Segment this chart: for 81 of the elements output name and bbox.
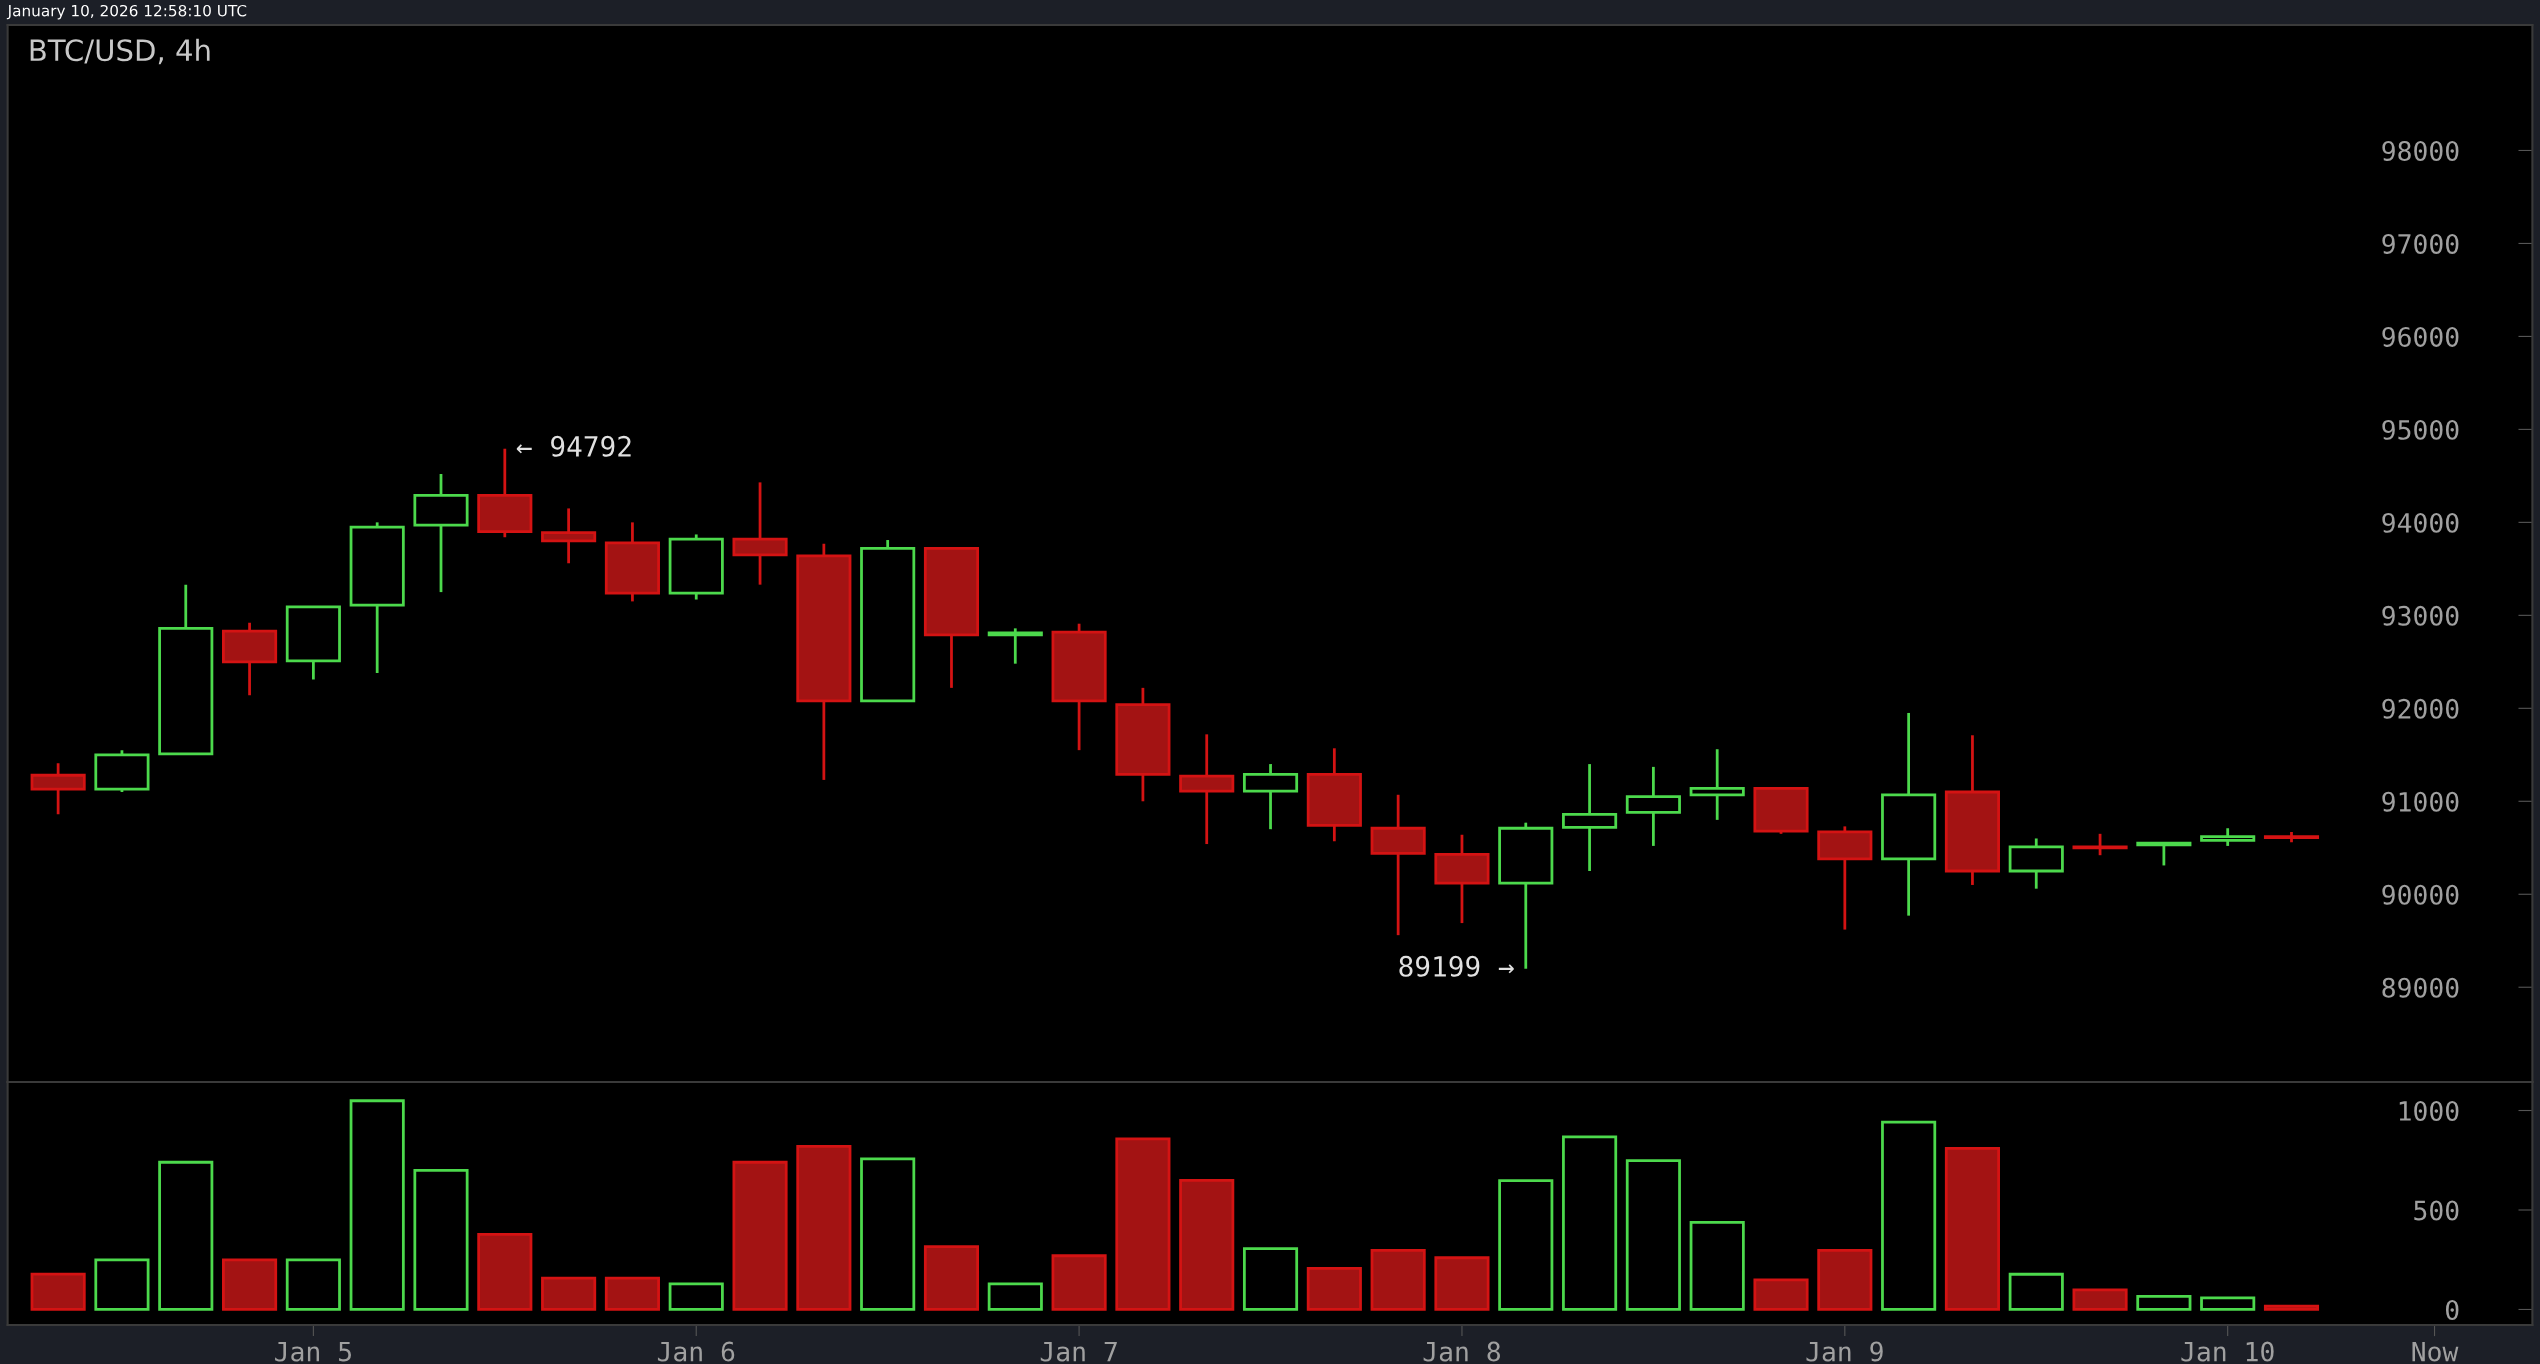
- candlestick: [413, 472, 469, 594]
- bar: [158, 1160, 214, 1311]
- y-tick-label: 95000: [2382, 419, 2459, 440]
- bar: [2136, 1294, 2192, 1311]
- candlestick: [1306, 746, 1362, 843]
- y-tick-label: 93000: [2382, 605, 2459, 626]
- y-tick-label: 89000: [2382, 977, 2459, 998]
- x-tick-label: Now: [2412, 1341, 2459, 1362]
- candlestick: [668, 533, 724, 601]
- bar: [1689, 1220, 1745, 1311]
- bar: [541, 1276, 597, 1311]
- candlestick: [1179, 732, 1235, 846]
- candlestick: [1562, 762, 1618, 873]
- bar: [987, 1282, 1043, 1311]
- bar: [796, 1144, 852, 1311]
- bar: [2200, 1296, 2256, 1311]
- candlestick: [541, 507, 597, 565]
- bar: [1562, 1135, 1618, 1311]
- candlestick: [30, 761, 86, 816]
- bar: [1370, 1248, 1426, 1311]
- bar: [1753, 1278, 1809, 1311]
- bar: [2072, 1288, 2128, 1311]
- text: January 10, 2026 12:58:10 UTC: [6, 4, 247, 20]
- candlestick: [1817, 825, 1873, 931]
- candlestick: [987, 626, 1043, 666]
- bar: [1817, 1248, 1873, 1311]
- y-tick-label: 98000: [2382, 140, 2459, 161]
- candlestick: [1434, 833, 1490, 925]
- candlestick: [222, 621, 278, 697]
- bar: [923, 1245, 980, 1311]
- bar: [668, 1282, 724, 1311]
- candlestick: [1881, 711, 1937, 918]
- bar: [285, 1258, 341, 1311]
- y-tick-label: 92000: [2382, 698, 2459, 719]
- candlestick: [1689, 747, 1745, 822]
- bar: [1115, 1137, 1171, 1311]
- candlestick: [2008, 837, 2064, 891]
- chart-title: BTC/USD, 4h: [30, 38, 210, 65]
- candlestick: [1944, 733, 2000, 887]
- y-tick-label: 500: [2414, 1200, 2459, 1221]
- candlestick: [1625, 765, 1681, 848]
- x-tick-label: Jan 10: [2181, 1341, 2274, 1362]
- bar: [1434, 1256, 1490, 1311]
- y-tick-label: 0: [2445, 1299, 2459, 1320]
- x-tick-label: Jan 5: [275, 1341, 351, 1362]
- bar: [2008, 1272, 2064, 1311]
- bar: [30, 1272, 86, 1311]
- bar: [604, 1276, 660, 1311]
- bar: [1242, 1247, 1299, 1311]
- bar: [2263, 1304, 2320, 1311]
- y-tick-label: 96000: [2382, 326, 2459, 347]
- annotation: ← 94792: [516, 435, 631, 457]
- y-tick-label: 94000: [2382, 512, 2459, 533]
- x-tick-label: Jan 8: [1423, 1341, 1500, 1362]
- y-tick-label: 91000: [2382, 791, 2459, 812]
- bar: [94, 1258, 150, 1311]
- x-tick-label: Jan 6: [657, 1341, 735, 1362]
- candlestick: [732, 481, 788, 587]
- bar: [413, 1169, 469, 1311]
- candlestick: [1242, 762, 1299, 831]
- candlestick: [604, 520, 660, 603]
- bar: [1306, 1267, 1362, 1311]
- y-tick-label: 90000: [2382, 884, 2459, 905]
- candlestick: [349, 520, 405, 675]
- bar: [1498, 1179, 1554, 1311]
- y-tick-label: 97000: [2382, 233, 2459, 254]
- x-tick-label: Jan 7: [1040, 1341, 1117, 1362]
- annotation: 89199 →: [1399, 955, 1514, 977]
- bar: [1881, 1120, 1937, 1311]
- x-tick-label: Jan 9: [1806, 1341, 1883, 1362]
- y-tick-label: 1000: [2399, 1101, 2459, 1121]
- bar: [1179, 1178, 1235, 1311]
- bar: [222, 1258, 278, 1311]
- candlestick: [1370, 793, 1426, 937]
- bar: [477, 1232, 533, 1311]
- bar: [860, 1157, 916, 1311]
- bar: [349, 1099, 405, 1311]
- bar: [732, 1160, 788, 1311]
- bar: [1625, 1159, 1681, 1311]
- bar: [1944, 1146, 2000, 1311]
- bar: [1051, 1254, 1107, 1311]
